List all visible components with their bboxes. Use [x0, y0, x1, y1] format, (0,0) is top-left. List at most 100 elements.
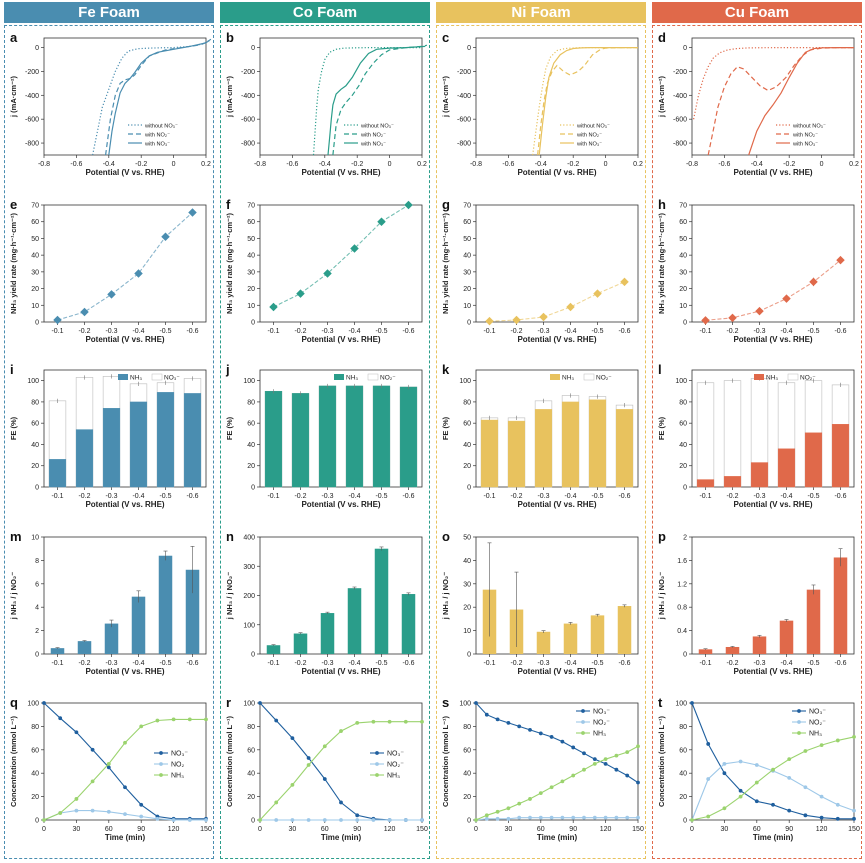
plot-frame	[691, 369, 855, 488]
bar-nh3	[156, 392, 175, 488]
legend-swatch	[787, 373, 799, 381]
data-point	[538, 791, 543, 795]
y-tick-label: -200	[241, 69, 255, 76]
x-tick-label: -0.6	[402, 328, 414, 335]
x-tick-label: -0.5	[375, 660, 387, 667]
y-axis-label: j NH₃ / j NO₂⁻	[657, 572, 666, 620]
plot-frame	[475, 702, 639, 821]
legend-marker	[581, 720, 585, 724]
x-tick-label: -0.1	[483, 493, 495, 500]
data-point	[171, 717, 176, 722]
data-point	[592, 761, 597, 766]
x-tick-label: -0.2	[135, 161, 147, 168]
x-tick-label: -0.1	[51, 660, 63, 667]
x-tick-label: -0.2	[726, 493, 738, 500]
bar	[725, 646, 740, 654]
y-tick-label: 1.2	[677, 581, 687, 588]
data-point	[528, 728, 532, 732]
data-point	[274, 800, 279, 805]
data-point	[614, 767, 619, 772]
data-point	[377, 217, 386, 226]
trend-line	[57, 212, 193, 321]
y-tick-label: 100	[243, 378, 255, 385]
column-frame	[652, 25, 862, 859]
data-point	[403, 818, 408, 822]
series-line	[691, 736, 855, 821]
y-tick-label: 0	[467, 652, 471, 659]
x-tick-label: -0.5	[375, 493, 387, 500]
y-tick-label: 40	[463, 253, 471, 260]
y-tick-label: 0.8	[677, 605, 687, 612]
y-tick-label: 6	[35, 581, 39, 588]
y-tick-label: 0	[35, 485, 39, 492]
x-tick-label: -0.3	[321, 328, 333, 335]
y-tick-label: 0	[683, 652, 687, 659]
data-point	[322, 818, 327, 822]
x-axis-label: Potential (V vs. RHE)	[85, 168, 164, 177]
y-tick-label: 20	[463, 286, 471, 293]
x-tick-label: -0.6	[402, 660, 414, 667]
x-tick-label: -0.1	[699, 660, 711, 667]
y-tick-label: -400	[457, 93, 471, 100]
data-point	[538, 815, 543, 820]
data-point	[123, 740, 127, 745]
x-tick-label: -0.2	[726, 328, 738, 335]
x-tick-label: 30	[721, 826, 729, 833]
bar	[158, 555, 173, 654]
data-point	[139, 814, 144, 819]
lsv-curve	[332, 44, 428, 156]
bar-nh3	[75, 429, 94, 488]
y-tick-label: 0	[251, 818, 255, 825]
bar-nh3	[507, 420, 526, 488]
bar-nh3	[696, 479, 715, 488]
data-point	[835, 802, 840, 807]
y-axis-label: NH₃ yield rate (mg·h⁻¹·cm⁻²)	[441, 213, 450, 314]
y-tick-label: 60	[31, 219, 39, 226]
legend-label: NO₂	[171, 762, 185, 769]
x-tick-label: -0.4	[103, 161, 115, 168]
x-tick-label: -0.2	[294, 660, 306, 667]
y-tick-label: 20	[679, 794, 687, 801]
panel-letter-i: i	[10, 362, 14, 377]
data-point	[690, 701, 694, 705]
x-tick-label: 30	[289, 826, 297, 833]
data-point	[74, 730, 79, 735]
x-tick-label: -0.5	[159, 660, 171, 667]
panel-s: s Concentration (mmol L⁻¹) Time (min) 0 20 40…	[441, 695, 644, 842]
x-tick-label: 0	[474, 826, 478, 833]
y-tick-label: 40	[247, 253, 255, 260]
y-axis-label: j (mA·cm⁻²)	[9, 75, 18, 118]
plot-frame	[691, 37, 855, 156]
data-point	[582, 815, 586, 820]
bar	[752, 636, 767, 654]
x-tick-label: -0.4	[132, 660, 144, 667]
y-axis-label: FE (%)	[225, 416, 234, 440]
bar	[266, 645, 281, 654]
y-tick-label: 70	[31, 203, 39, 210]
plot-frame	[43, 37, 207, 156]
x-tick-label: 60	[753, 826, 761, 833]
x-tick-label: -0.6	[286, 161, 298, 168]
lsv-curve	[693, 46, 854, 120]
y-tick-label: 80	[463, 724, 471, 731]
data-point	[107, 290, 116, 299]
y-tick-label: 80	[31, 724, 39, 731]
x-tick-label: -0.4	[564, 660, 576, 667]
data-point	[603, 757, 608, 762]
y-tick-label: -200	[25, 69, 39, 76]
data-point	[90, 747, 95, 752]
plot-frame	[475, 369, 639, 488]
data-point	[592, 757, 597, 762]
data-point	[204, 818, 208, 822]
data-point	[620, 277, 629, 287]
x-tick-label: -0.4	[564, 328, 576, 335]
x-axis-label: Time (min)	[105, 833, 146, 842]
plot-frame	[259, 204, 423, 323]
legend-label: with NO₂⁻	[576, 132, 602, 138]
data-point	[323, 269, 332, 278]
x-tick-label: -0.4	[564, 493, 576, 500]
y-axis-label: j NH₃ / j NO₂⁻	[225, 572, 234, 620]
data-point	[549, 785, 554, 790]
x-tick-label: -0.4	[319, 161, 331, 168]
x-tick-label: -0.2	[78, 328, 90, 335]
